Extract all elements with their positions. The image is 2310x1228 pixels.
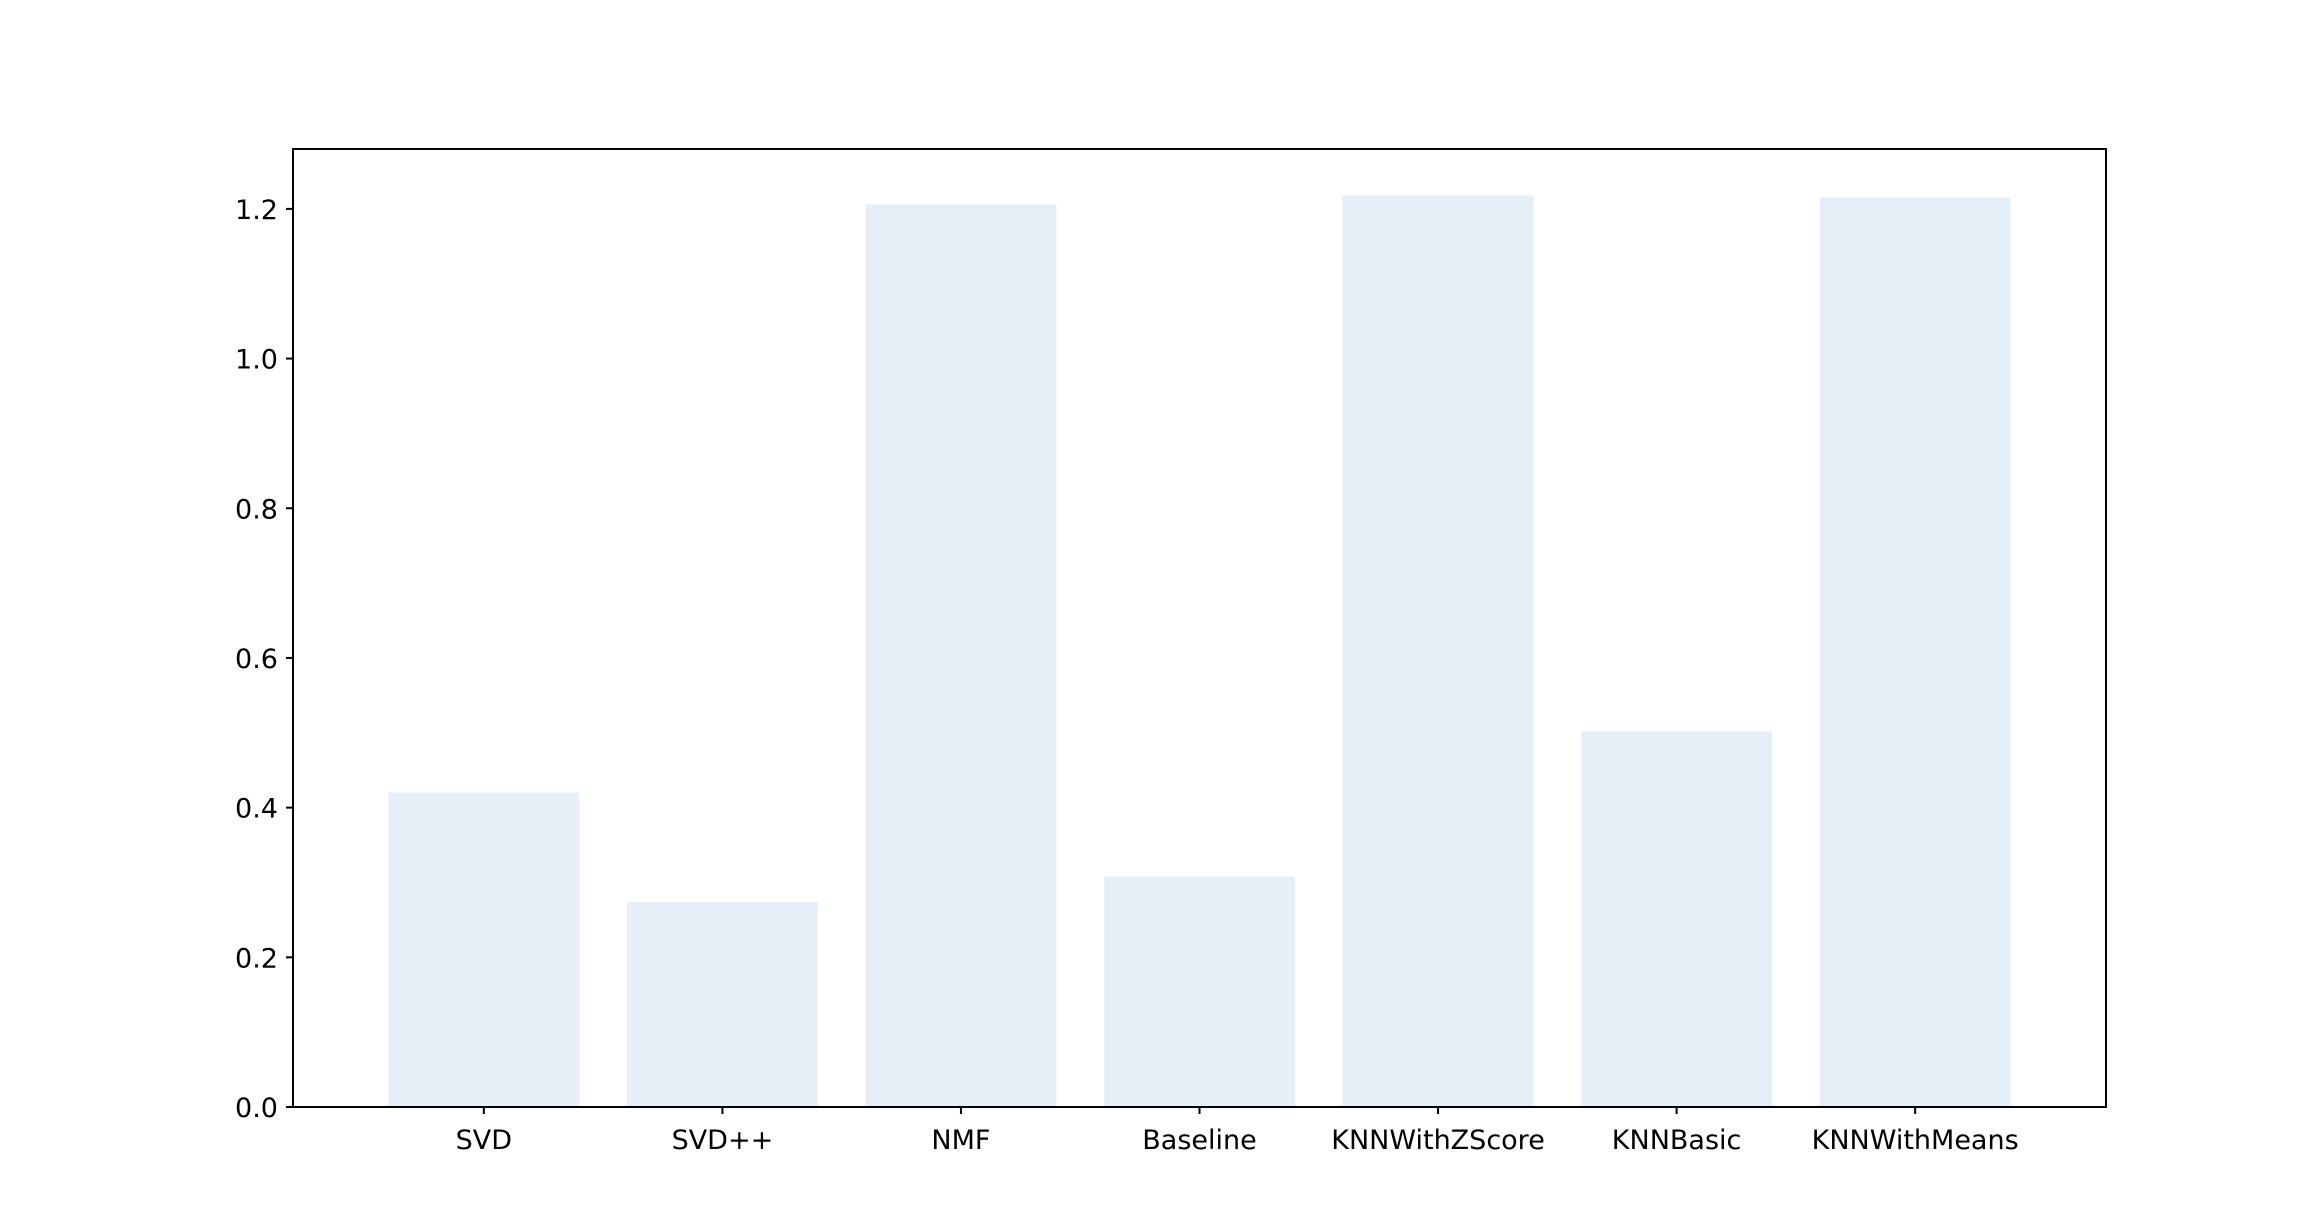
bar-svd-	[626, 901, 818, 1107]
bar-baseline	[1104, 876, 1295, 1107]
bars-layer	[388, 195, 2011, 1107]
bar-svd	[388, 792, 580, 1107]
x-tick-label: KNNBasic	[1612, 1125, 1742, 1156]
x-tick-label: SVD++	[672, 1125, 774, 1156]
plot-frame	[292, 148, 2107, 1108]
bar-knnbasic	[1581, 731, 1773, 1107]
y-tick-label: 0.4	[235, 794, 278, 825]
y-tick-label: 1.0	[235, 345, 278, 376]
bar-knnwithzscore	[1342, 195, 1534, 1107]
bar-nmf	[865, 204, 1057, 1107]
x-tick-label: Baseline	[1142, 1125, 1256, 1156]
y-tick-label: 1.2	[235, 195, 278, 226]
x-axis-ticks: SVD SVD++ NMF Baseline KNNWithZScore KNNBasic…	[456, 1107, 2019, 1156]
bar-knnwithmeans	[1819, 197, 2011, 1107]
x-tick-label: NMF	[931, 1125, 990, 1156]
y-axis-ticks: 0.0 0.2 0.4 0.6 0.8 1.0 1.2	[235, 195, 293, 1124]
x-tick-label: KNNWithZScore	[1331, 1125, 1545, 1156]
y-tick-label: 0.0	[235, 1093, 278, 1124]
y-tick-label: 0.6	[235, 644, 278, 675]
y-tick-label: 0.2	[235, 943, 278, 974]
x-tick-label: SVD	[456, 1125, 512, 1156]
y-tick-label: 0.8	[235, 494, 278, 525]
x-tick-label: KNNWithMeans	[1812, 1125, 2019, 1156]
